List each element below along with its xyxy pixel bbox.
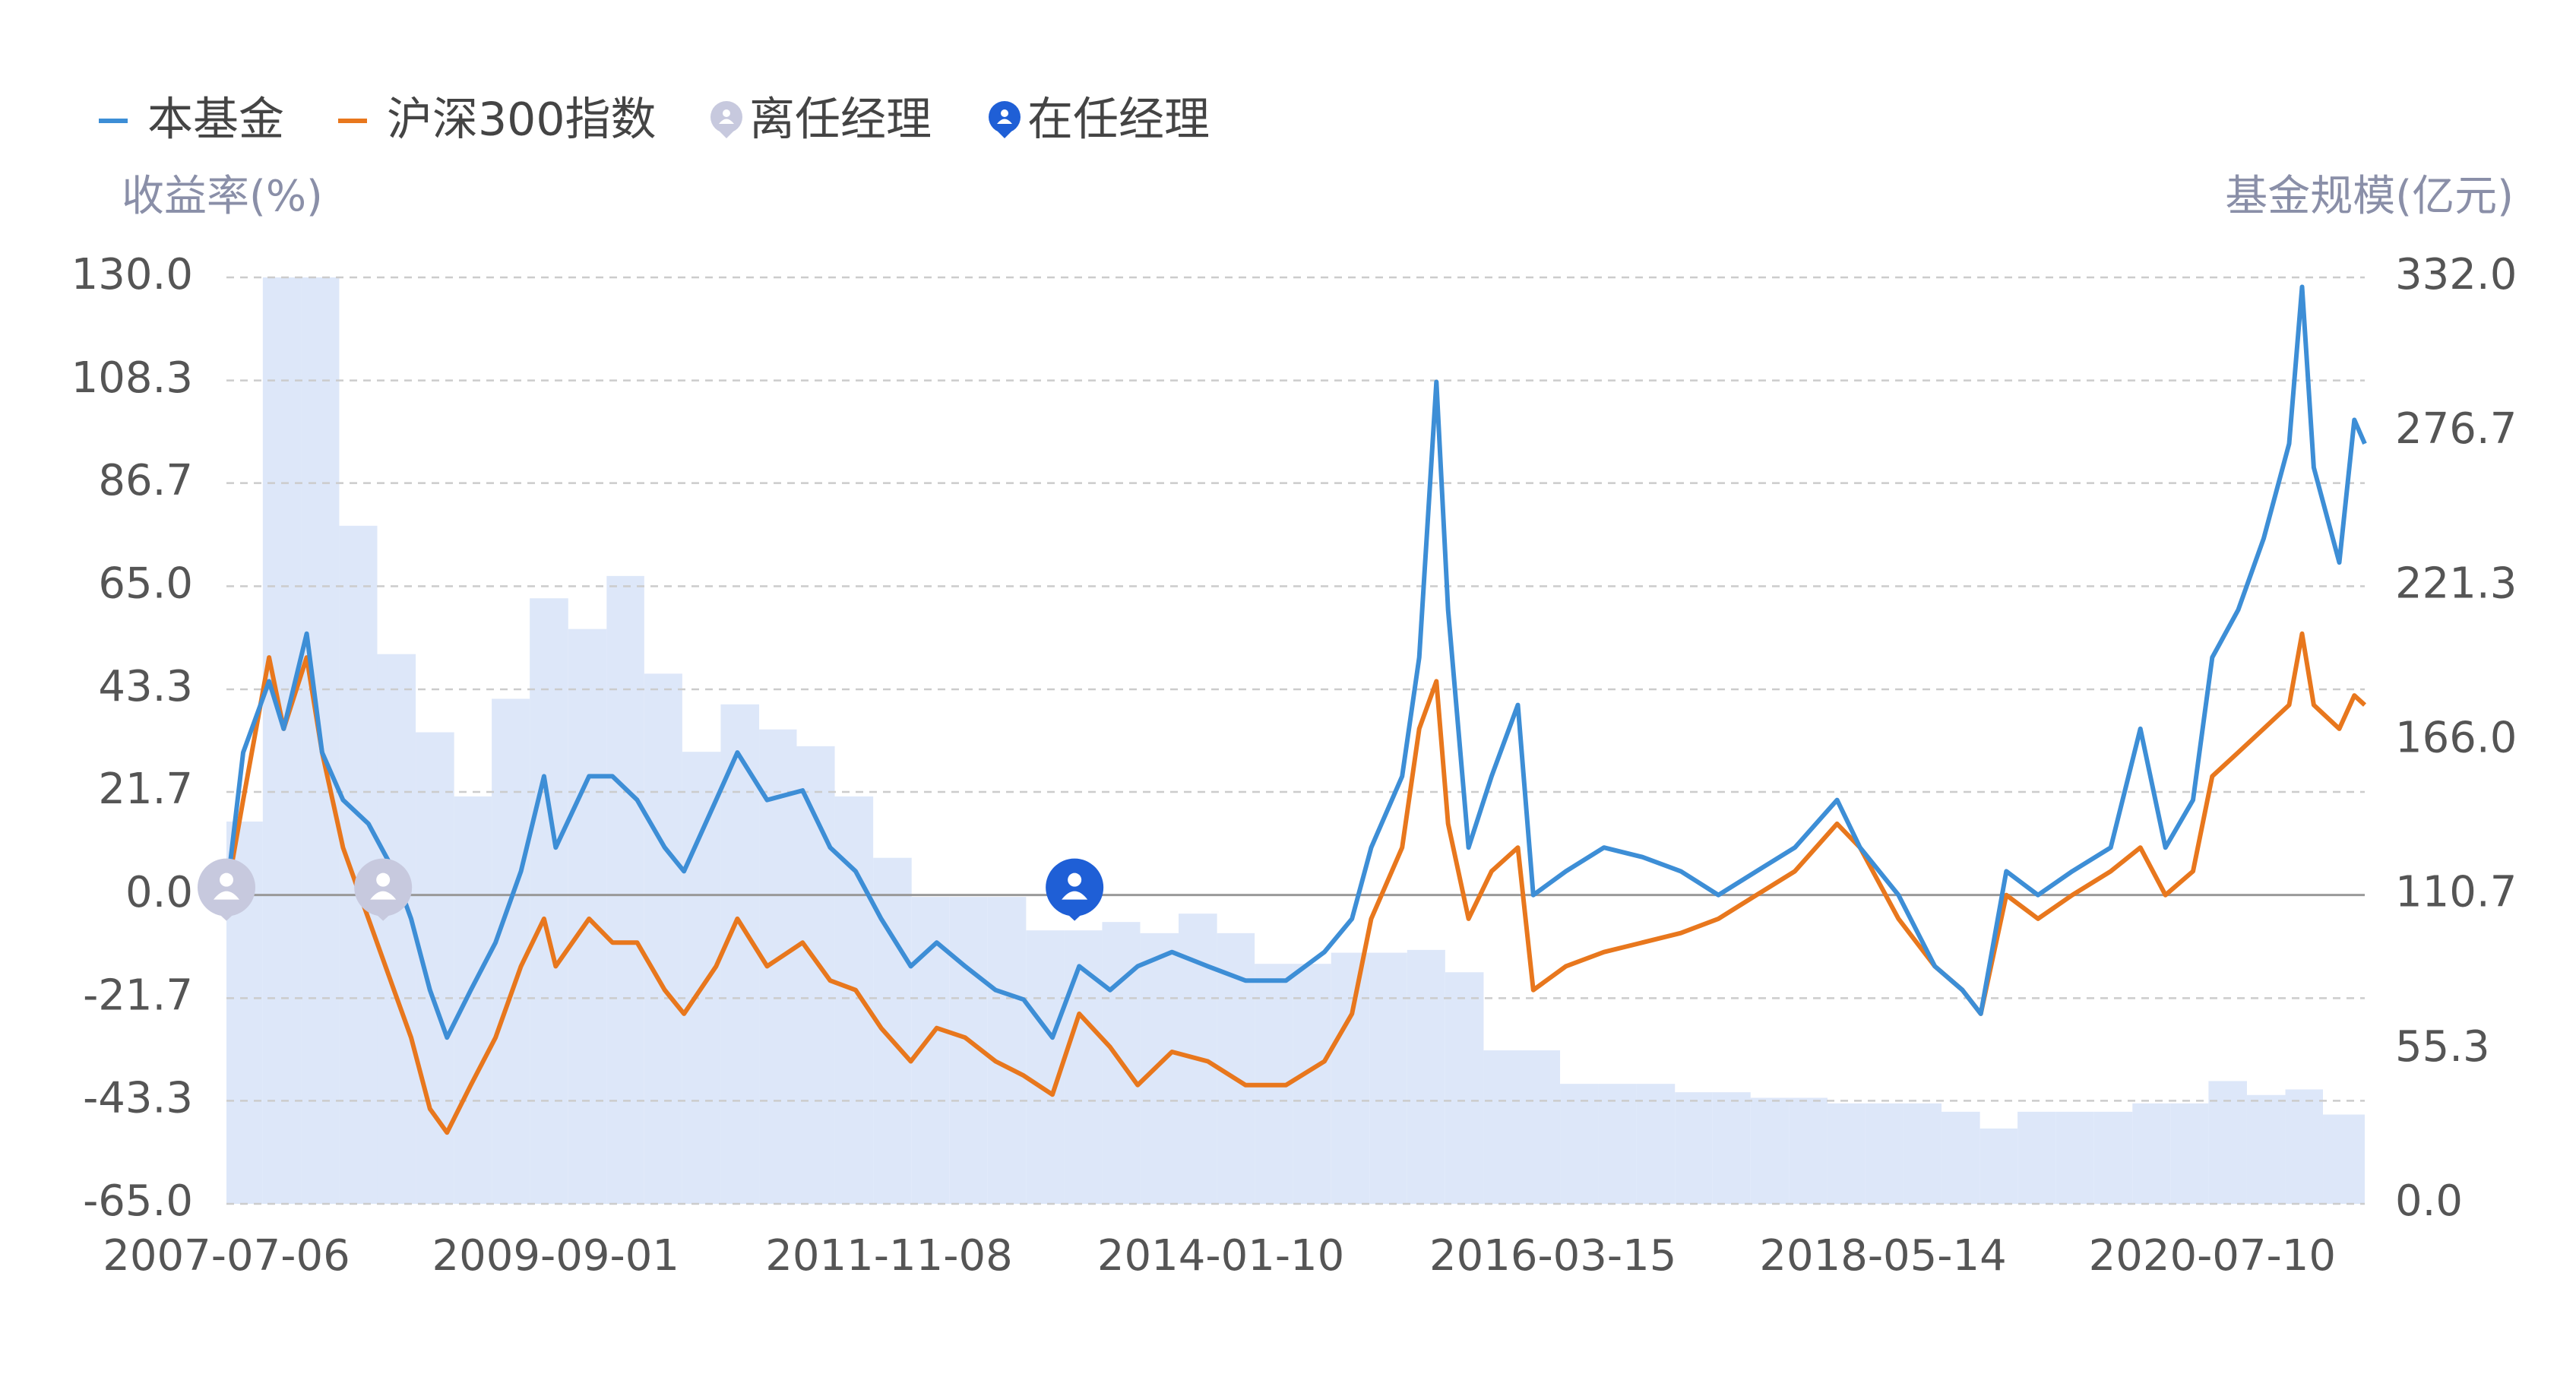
size-bar bbox=[377, 654, 416, 1204]
size-bar bbox=[834, 796, 874, 1204]
size-bar bbox=[1789, 1097, 1828, 1204]
size-bar bbox=[1675, 1092, 1713, 1204]
y-tick-label: -65.0 bbox=[83, 1176, 193, 1226]
y-tick-label: 86.7 bbox=[98, 456, 193, 505]
size-bar bbox=[1369, 952, 1407, 1204]
marker-body bbox=[370, 891, 397, 900]
manager-marker bbox=[1046, 858, 1104, 921]
size-bar bbox=[1827, 1103, 1866, 1204]
size-bar bbox=[1979, 1128, 2018, 1204]
size-bar bbox=[1445, 972, 1484, 1204]
size-bar bbox=[1064, 930, 1103, 1204]
x-tick-label: 2011-11-08 bbox=[765, 1231, 1012, 1281]
manager-marker bbox=[198, 858, 255, 921]
legend-label: 沪深300指数 bbox=[387, 93, 657, 147]
size-bar bbox=[644, 673, 682, 1204]
x-tick-label: 2018-05-14 bbox=[1759, 1231, 2006, 1281]
size-bar bbox=[454, 796, 492, 1204]
marker-circle bbox=[1046, 858, 1104, 917]
marker-body bbox=[214, 891, 239, 900]
size-bar bbox=[1407, 949, 1445, 1204]
x-tick-label: 2016-03-15 bbox=[1429, 1231, 1676, 1281]
size-bar bbox=[2208, 1081, 2247, 1204]
y2-tick-label: 276.7 bbox=[2395, 404, 2517, 454]
size-bar bbox=[262, 277, 302, 1204]
size-bar bbox=[1865, 1103, 1904, 1204]
y-tick-label: 21.7 bbox=[98, 765, 193, 814]
size-bar bbox=[2246, 1094, 2286, 1204]
size-bar bbox=[1293, 964, 1331, 1204]
size-bar bbox=[1903, 1103, 1942, 1204]
y2-tick-label: 166.0 bbox=[2395, 714, 2517, 763]
y-tick-label: 65.0 bbox=[98, 559, 193, 608]
y2-tick-label: 110.7 bbox=[2395, 868, 2517, 917]
y-tick-label: -21.7 bbox=[83, 971, 193, 1020]
size-bar bbox=[606, 575, 644, 1204]
size-bar bbox=[2017, 1111, 2056, 1204]
marker-head bbox=[376, 872, 391, 887]
size-bar bbox=[568, 629, 607, 1204]
y-tick-label: 130.0 bbox=[71, 250, 193, 299]
size-bar bbox=[1026, 930, 1065, 1204]
legend-icon bbox=[723, 109, 730, 117]
marker-circle bbox=[198, 858, 255, 917]
marker-head bbox=[220, 872, 233, 887]
marker-circle bbox=[354, 858, 413, 917]
y-tick-label: 0.0 bbox=[125, 868, 193, 917]
size-bar bbox=[2323, 1114, 2365, 1204]
y2-tick-label: 55.3 bbox=[2395, 1022, 2490, 1072]
series-line bbox=[224, 284, 2367, 1040]
legend-icon bbox=[1001, 109, 1008, 117]
size-bar bbox=[1522, 1050, 1561, 1204]
x-tick-label: 2007-07-06 bbox=[103, 1231, 350, 1281]
manager-marker bbox=[354, 858, 413, 921]
x-tick-label: 2020-07-10 bbox=[2089, 1231, 2336, 1281]
x-tick-label: 2014-01-10 bbox=[1097, 1231, 1344, 1281]
y2-tick-label: 332.0 bbox=[2395, 250, 2517, 299]
y2-axis-title: 基金规模(亿元) bbox=[2225, 172, 2514, 221]
size-bar bbox=[492, 698, 530, 1204]
y-tick-label: -43.3 bbox=[83, 1073, 193, 1123]
y-tick-label: 43.3 bbox=[98, 662, 193, 711]
size-bar bbox=[1750, 1097, 1790, 1204]
legend-icon bbox=[719, 119, 734, 124]
size-bar bbox=[1483, 1050, 1523, 1204]
marker-body bbox=[1062, 891, 1088, 900]
size-bar bbox=[1598, 1084, 1637, 1204]
size-bar bbox=[682, 752, 721, 1204]
series-line bbox=[224, 631, 2367, 1135]
legend-icon bbox=[997, 119, 1012, 124]
size-bar bbox=[2285, 1089, 2324, 1204]
legend-label: 本基金 bbox=[147, 93, 284, 147]
x-tick-label: 2009-09-01 bbox=[432, 1231, 679, 1281]
y-tick-label: 108.3 bbox=[71, 353, 193, 403]
size-bar bbox=[873, 857, 912, 1204]
size-bar bbox=[2170, 1103, 2209, 1204]
y-axis-title: 收益率(%) bbox=[122, 172, 323, 221]
size-bar bbox=[1140, 933, 1179, 1204]
size-bar bbox=[2055, 1111, 2094, 1204]
size-bar bbox=[987, 897, 1027, 1204]
size-bar bbox=[1941, 1111, 1980, 1204]
size-bar bbox=[2093, 1111, 2133, 1204]
marker-head bbox=[1068, 872, 1082, 887]
size-bar bbox=[720, 704, 760, 1204]
size-bar bbox=[1636, 1084, 1676, 1204]
size-bar bbox=[1331, 952, 1370, 1204]
y2-tick-label: 221.3 bbox=[2395, 559, 2517, 609]
y2-tick-label: 0.0 bbox=[2395, 1176, 2463, 1226]
size-bar bbox=[1712, 1092, 1751, 1204]
legend-label: 离任经理 bbox=[749, 93, 932, 147]
legend-label: 在任经理 bbox=[1027, 93, 1210, 147]
size-bar bbox=[2132, 1103, 2171, 1204]
size-bar bbox=[1560, 1084, 1599, 1204]
size-bar bbox=[530, 598, 568, 1204]
